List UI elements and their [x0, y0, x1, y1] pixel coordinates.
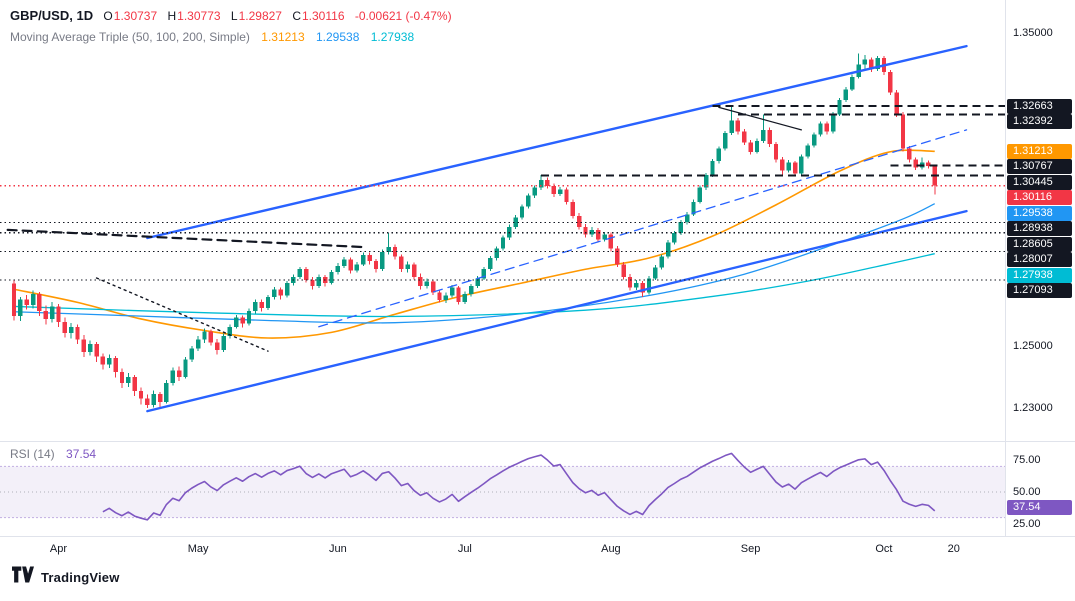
ma-indicator-legend: Moving Average Triple (50, 100, 200, Sim… [10, 30, 422, 44]
low-label: L [230, 9, 238, 23]
price-badge: 1.30116 [1007, 190, 1072, 206]
close-value: 1.30116 [302, 9, 345, 23]
tradingview-logo[interactable]: TradingView [12, 566, 120, 588]
price-badge: 1.28605 [1007, 236, 1072, 252]
rsi-indicator-legend: RSI (14) 37.54 [10, 447, 104, 461]
price-badge: 1.27938 [1007, 267, 1072, 283]
price-badge: 1.30445 [1007, 174, 1072, 190]
ma50-value: 1.31213 [261, 30, 305, 44]
low-value: 1.29827 [238, 9, 282, 23]
price-axis-label: 1.23000 [1013, 402, 1053, 414]
time-axis-label: Aug [601, 543, 621, 555]
rsi-indicator-title[interactable]: RSI (14) [10, 447, 55, 461]
high-value: 1.30773 [177, 9, 221, 23]
change-value: -0.00621 (-0.47%) [354, 9, 452, 23]
time-axis-label: Oct [875, 543, 893, 555]
price-badge: 1.29538 [1007, 205, 1072, 221]
time-axis-label: May [187, 543, 209, 555]
ma200-value: 1.27938 [370, 30, 415, 44]
price-badge: 1.30767 [1007, 159, 1072, 175]
tradingview-logo-icon [12, 566, 34, 588]
time-axis-label: Apr [49, 543, 67, 555]
price-badge: 1.27093 [1007, 283, 1072, 299]
rsi-value: 37.54 [66, 447, 97, 461]
attribution-text: TradingView [41, 569, 120, 585]
price-axis-label: 1.25000 [1013, 339, 1053, 352]
rsi-axis-label: 75.00 [1013, 454, 1041, 466]
price-badge: 1.32392 [1007, 114, 1072, 130]
rsi-axis-label: 50.00 [1013, 486, 1041, 498]
time-axis-label: 20 [947, 543, 960, 555]
ma-indicator-title[interactable]: Moving Average Triple (50, 100, 200, Sim… [10, 30, 250, 44]
price-badge: 1.32663 [1007, 98, 1072, 114]
symbol-legend: GBP/USD, 1D O1.30737 H1.30773 L1.29827 C… [10, 8, 452, 23]
ma100-value: 1.29538 [316, 30, 360, 44]
rsi-axis-label: 25.00 [1013, 518, 1041, 530]
rsi-badge: 37.54 [1007, 500, 1072, 516]
open-value: 1.30737 [113, 9, 158, 23]
price-axis-label: 1.35000 [1013, 27, 1053, 39]
price-axis[interactable]: 1.35000 1.25000 1.23000 75.00 50.00 25.00 1.32… [1006, 0, 1075, 537]
symbol-title[interactable]: GBP/USD, 1D [10, 8, 94, 23]
close-label: C [292, 9, 301, 23]
price-badge: 1.28007 [1007, 252, 1072, 268]
price-badge: 1.28938 [1007, 221, 1072, 237]
time-axis[interactable]: Apr May Jun Jul Aug Sep Oct 20 [0, 537, 1006, 561]
time-axis-label: Jul [457, 543, 472, 555]
open-label: O [103, 9, 113, 23]
high-label: H [167, 9, 177, 23]
price-badge: 1.31213 [1007, 143, 1072, 159]
time-axis-label: Jun [328, 543, 347, 555]
time-axis-label: Sep [740, 543, 761, 555]
